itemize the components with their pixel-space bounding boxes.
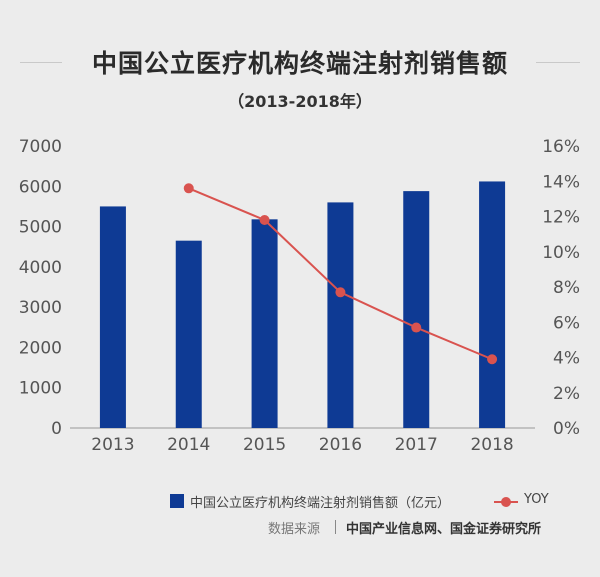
bar-series	[99, 181, 506, 428]
chart-subtitle: （2013-2018年）	[228, 92, 372, 111]
left-tick-label: 2000	[19, 338, 62, 358]
x-tick-label: 2018	[470, 435, 513, 455]
bar	[479, 181, 506, 428]
right-tick-label: 4%	[553, 349, 580, 369]
title-rule-left	[20, 62, 62, 63]
x-tick-label: 2013	[91, 435, 134, 455]
right-tick-label: 14%	[542, 172, 580, 192]
source-separator	[335, 520, 336, 534]
chart-plot: 0 1000 2000 3000 4000 5000 6000 7000 0% 2% 4% 6% 8%…	[19, 137, 580, 455]
bar	[175, 240, 202, 428]
x-axis: 2013 2014 2015 2016 2017 2018	[91, 435, 513, 455]
bar	[327, 202, 354, 428]
right-tick-label: 0%	[553, 419, 580, 439]
left-axis: 0 1000 2000 3000 4000 5000 6000 7000	[19, 137, 62, 439]
yoy-point	[183, 183, 194, 194]
yoy-point	[335, 287, 346, 298]
legend-bar-label: 中国公立医疗机构终端注射剂销售额（亿元）	[190, 496, 451, 511]
right-axis: 0% 2% 4% 6% 8% 10% 12% 14% 16%	[542, 137, 580, 439]
legend-line-label: YOY	[524, 492, 549, 507]
right-tick-label: 10%	[542, 243, 580, 263]
legend-line-marker	[501, 497, 511, 507]
yoy-point	[259, 215, 270, 226]
chart-title: 中国公立医疗机构终端注射剂销售额	[91, 49, 508, 78]
left-tick-label: 0	[51, 419, 62, 439]
source-label: 数据来源	[268, 522, 321, 537]
left-tick-label: 1000	[19, 379, 62, 399]
left-tick-label: 4000	[19, 258, 62, 278]
right-tick-label: 8%	[553, 278, 580, 298]
x-tick-label: 2015	[243, 435, 286, 455]
bar	[99, 206, 126, 428]
x-tick-label: 2014	[167, 435, 210, 455]
left-tick-label: 6000	[19, 177, 62, 197]
x-tick-label: 2016	[319, 435, 362, 455]
yoy-point	[411, 322, 422, 333]
title-rule-right	[536, 62, 580, 63]
right-tick-label: 16%	[542, 137, 580, 157]
left-tick-label: 7000	[19, 137, 62, 157]
left-tick-label: 3000	[19, 298, 62, 318]
source-note: 数据来源 中国产业信息网、国金证券研究所	[0, 518, 600, 538]
bar	[251, 219, 278, 428]
right-tick-label: 12%	[542, 208, 580, 228]
right-tick-label: 2%	[553, 384, 580, 404]
yoy-series	[183, 183, 498, 365]
bar	[403, 191, 430, 428]
source-value: 中国产业信息网、国金证券研究所	[346, 522, 542, 537]
legend: 中国公立医疗机构终端注射剂销售额（亿元） YOY	[0, 490, 600, 511]
yoy-point	[487, 354, 498, 365]
legend-bar-swatch	[170, 494, 184, 508]
x-tick-label: 2017	[395, 435, 438, 455]
left-tick-label: 5000	[19, 218, 62, 238]
right-tick-label: 6%	[553, 313, 580, 333]
